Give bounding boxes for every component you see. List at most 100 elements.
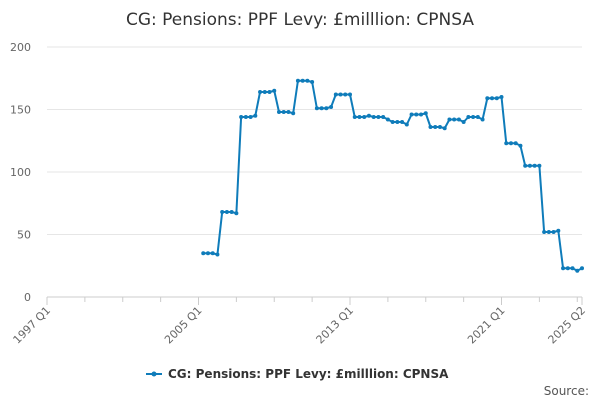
data-point[interactable] (348, 92, 353, 97)
data-point[interactable] (333, 92, 338, 97)
data-point[interactable] (485, 96, 490, 101)
source-label: Source: (544, 384, 589, 398)
data-point[interactable] (314, 106, 319, 111)
data-point[interactable] (385, 117, 390, 122)
data-point[interactable] (272, 88, 277, 93)
data-point[interactable] (357, 115, 362, 119)
data-point[interactable] (276, 110, 281, 114)
data-point[interactable] (390, 120, 395, 124)
data-point[interactable] (281, 110, 286, 114)
data-point[interactable] (490, 96, 495, 101)
y-tick-label: 50 (17, 229, 31, 242)
data-point[interactable] (352, 115, 357, 119)
data-point[interactable] (551, 230, 556, 234)
legend[interactable]: CG: Pensions: PPF Levy: £milllion: CPNSA (146, 367, 449, 381)
data-point[interactable] (243, 115, 248, 119)
data-point[interactable] (433, 125, 438, 129)
data-point[interactable] (201, 251, 206, 256)
legend-swatch-marker (151, 371, 157, 377)
data-point[interactable] (461, 120, 466, 124)
data-point[interactable] (570, 266, 575, 271)
data-point[interactable] (371, 115, 376, 119)
data-point[interactable] (504, 141, 509, 146)
data-point[interactable] (239, 115, 244, 119)
data-point[interactable] (447, 117, 452, 122)
data-point[interactable] (229, 210, 234, 214)
data-point[interactable] (518, 143, 523, 148)
data-point[interactable] (215, 252, 220, 257)
data-point[interactable] (376, 115, 381, 119)
data-point[interactable] (466, 115, 471, 119)
x-tick-label: 2013 Q1 (314, 304, 357, 347)
data-point[interactable] (428, 125, 433, 129)
grid-lines (47, 46, 582, 235)
data-point[interactable] (338, 92, 343, 97)
data-point[interactable] (480, 117, 485, 122)
data-point[interactable] (258, 90, 263, 94)
y-tick-label: 100 (10, 166, 31, 179)
data-point[interactable] (442, 126, 447, 131)
data-point[interactable] (527, 163, 532, 168)
data-point[interactable] (537, 163, 542, 168)
data-point[interactable] (456, 117, 461, 122)
data-point[interactable] (343, 92, 348, 97)
data-point[interactable] (329, 105, 334, 109)
data-point[interactable] (267, 90, 272, 94)
data-point[interactable] (300, 78, 305, 83)
data-point[interactable] (295, 78, 300, 83)
data-point[interactable] (523, 163, 528, 168)
data-point[interactable] (423, 111, 428, 116)
data-point[interactable] (381, 115, 386, 119)
data-point[interactable] (305, 78, 310, 83)
data-point[interactable] (205, 251, 210, 256)
data-point[interactable] (319, 106, 324, 111)
y-axis-ticks: 0 50 100 150 200 (10, 41, 31, 304)
data-point[interactable] (262, 90, 267, 94)
data-point[interactable] (234, 211, 239, 216)
data-point[interactable] (580, 266, 584, 271)
data-point[interactable] (210, 251, 215, 256)
data-point[interactable] (253, 113, 258, 118)
data-point[interactable] (452, 117, 457, 122)
data-point[interactable] (575, 268, 580, 273)
data-point[interactable] (362, 115, 367, 119)
legend-label[interactable]: CG: Pensions: PPF Levy: £milllion: CPNSA (168, 367, 449, 381)
data-point[interactable] (248, 115, 253, 119)
data-point[interactable] (404, 122, 409, 127)
data-point[interactable] (556, 228, 561, 233)
data-point[interactable] (220, 210, 225, 214)
x-axis: 1997 Q1 2005 Q1 2013 Q1 2021 Q1 2025 Q2 (11, 296, 589, 347)
data-point[interactable] (324, 106, 329, 111)
data-point[interactable] (513, 141, 518, 146)
data-point[interactable] (508, 141, 513, 146)
data-point[interactable] (291, 111, 296, 116)
data-point[interactable] (532, 163, 537, 168)
data-point[interactable] (475, 115, 480, 119)
data-point[interactable] (419, 112, 424, 117)
y-tick-label: 0 (24, 291, 31, 304)
y-tick-label: 200 (10, 41, 31, 54)
x-tick-label: 2005 Q1 (162, 304, 205, 347)
x-tick-label: 1997 Q1 (11, 304, 54, 347)
data-point[interactable] (400, 120, 405, 124)
data-point[interactable] (224, 210, 229, 214)
series-layer (201, 78, 584, 273)
data-point[interactable] (437, 125, 442, 129)
x-tick-label: 2021 Q1 (465, 304, 508, 347)
data-point[interactable] (409, 112, 414, 117)
data-point[interactable] (561, 266, 566, 271)
data-point[interactable] (546, 230, 551, 234)
data-point[interactable] (471, 115, 476, 119)
x-tick-label: 2025 Q2 (546, 304, 589, 347)
y-tick-label: 150 (10, 104, 31, 117)
data-point[interactable] (366, 113, 371, 118)
data-point[interactable] (494, 96, 499, 101)
data-point[interactable] (286, 110, 291, 114)
data-point[interactable] (499, 95, 504, 99)
data-point[interactable] (395, 120, 400, 124)
data-point[interactable] (542, 230, 547, 234)
data-point[interactable] (414, 112, 419, 117)
data-point[interactable] (565, 266, 570, 271)
data-point[interactable] (310, 80, 315, 84)
